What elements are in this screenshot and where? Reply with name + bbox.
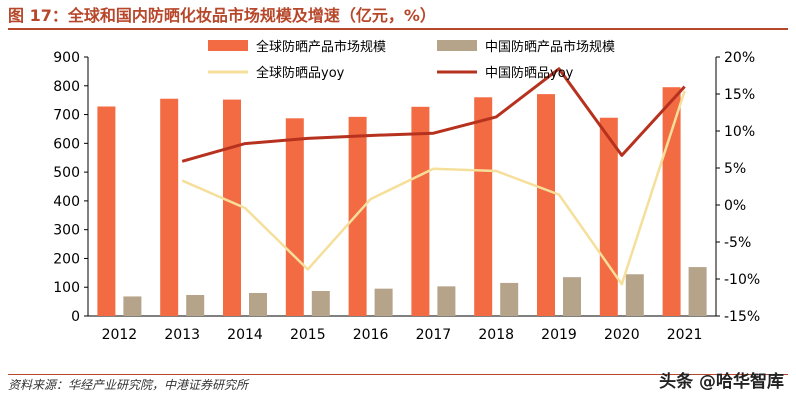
bars: [97, 87, 707, 317]
legend-label: 中国防晒产品市场规模: [485, 39, 615, 55]
china-market-bar: [500, 282, 519, 316]
y-left-tick-label: 500: [53, 165, 80, 181]
y-left-tick-label: 900: [53, 50, 80, 66]
legend-label: 全球防晒品yoy: [256, 65, 345, 81]
x-tick-label: 2018: [478, 327, 514, 343]
x-tick-label: 2014: [227, 327, 263, 343]
global-market-bar: [97, 106, 116, 317]
x-tick-label: 2016: [353, 327, 389, 343]
x-tick-label: 2021: [667, 327, 703, 343]
y-left-tick-label: 400: [53, 194, 80, 210]
y-right-tick-label: 5%: [724, 161, 746, 177]
y-right-tick-label: -5%: [724, 235, 751, 251]
global-market-bar: [223, 99, 241, 316]
china-market-bar: [374, 288, 393, 316]
china-market-bar: [123, 296, 142, 316]
global-market-bar: [285, 118, 304, 317]
china-market-bar: [563, 277, 581, 316]
china-market-bar: [625, 274, 644, 316]
legend-swatch: [208, 40, 248, 51]
china-market-bar: [437, 286, 456, 316]
x-tick-label: 2019: [541, 327, 577, 343]
x-tick-label: 2020: [604, 327, 640, 343]
china-market-bar: [311, 290, 330, 316]
china-market-bar: [688, 267, 707, 316]
china-market-bar: [249, 292, 267, 316]
axes: 0 100 200 300 400 500 600 700 800 900 -15% -10% -5% 0…: [53, 50, 760, 343]
y-right-tick-label: -15%: [724, 309, 760, 325]
y-left-tick-label: 300: [53, 223, 80, 239]
y-right-tick-label: 0%: [724, 198, 746, 214]
chart: 0 100 200 300 400 500 600 700 800 900 -15% -10% -5% 0…: [53, 39, 760, 343]
y-left-tick-label: 700: [53, 108, 80, 124]
global-market-bar: [599, 117, 618, 317]
china-market-bar: [186, 294, 205, 316]
watermark: 头条 @哈华智库: [659, 372, 784, 392]
x-tick-label: 2013: [164, 327, 200, 343]
global-market-bar: [348, 116, 367, 316]
legend-label: 中国防晒品yoy: [485, 65, 574, 81]
lines: [181, 67, 686, 286]
x-tick-label: 2012: [102, 327, 138, 343]
global-market-bar: [474, 97, 493, 317]
source-note: 资料来源：华经产业研究院，中港证券研究所: [8, 374, 788, 395]
y-left-tick-label: 800: [53, 79, 80, 95]
global-market-bar: [662, 87, 681, 316]
global-market-bar: [411, 106, 430, 316]
y-right-tick-label: 10%: [724, 124, 755, 140]
y-left-tick-label: 100: [53, 280, 80, 296]
chart-title: 图 17：全球和国内防晒化妆品市场规模及增速（亿元，%）: [8, 4, 788, 30]
y-left-tick-label: 0: [71, 309, 80, 325]
y-right-tick-label: 15%: [724, 87, 755, 103]
y-right-tick-label: 20%: [724, 50, 755, 66]
y-left-tick-label: 600: [53, 136, 80, 152]
x-tick-label: 2015: [290, 327, 326, 343]
global-market-bar: [537, 94, 555, 316]
global-market-bar: [160, 98, 179, 316]
y-right-tick-label: -10%: [724, 272, 760, 288]
legend-label: 全球防晒产品市场规模: [256, 39, 386, 55]
legend-swatch: [437, 40, 477, 51]
y-left-tick-label: 200: [53, 251, 80, 267]
x-tick-label: 2017: [416, 327, 452, 343]
